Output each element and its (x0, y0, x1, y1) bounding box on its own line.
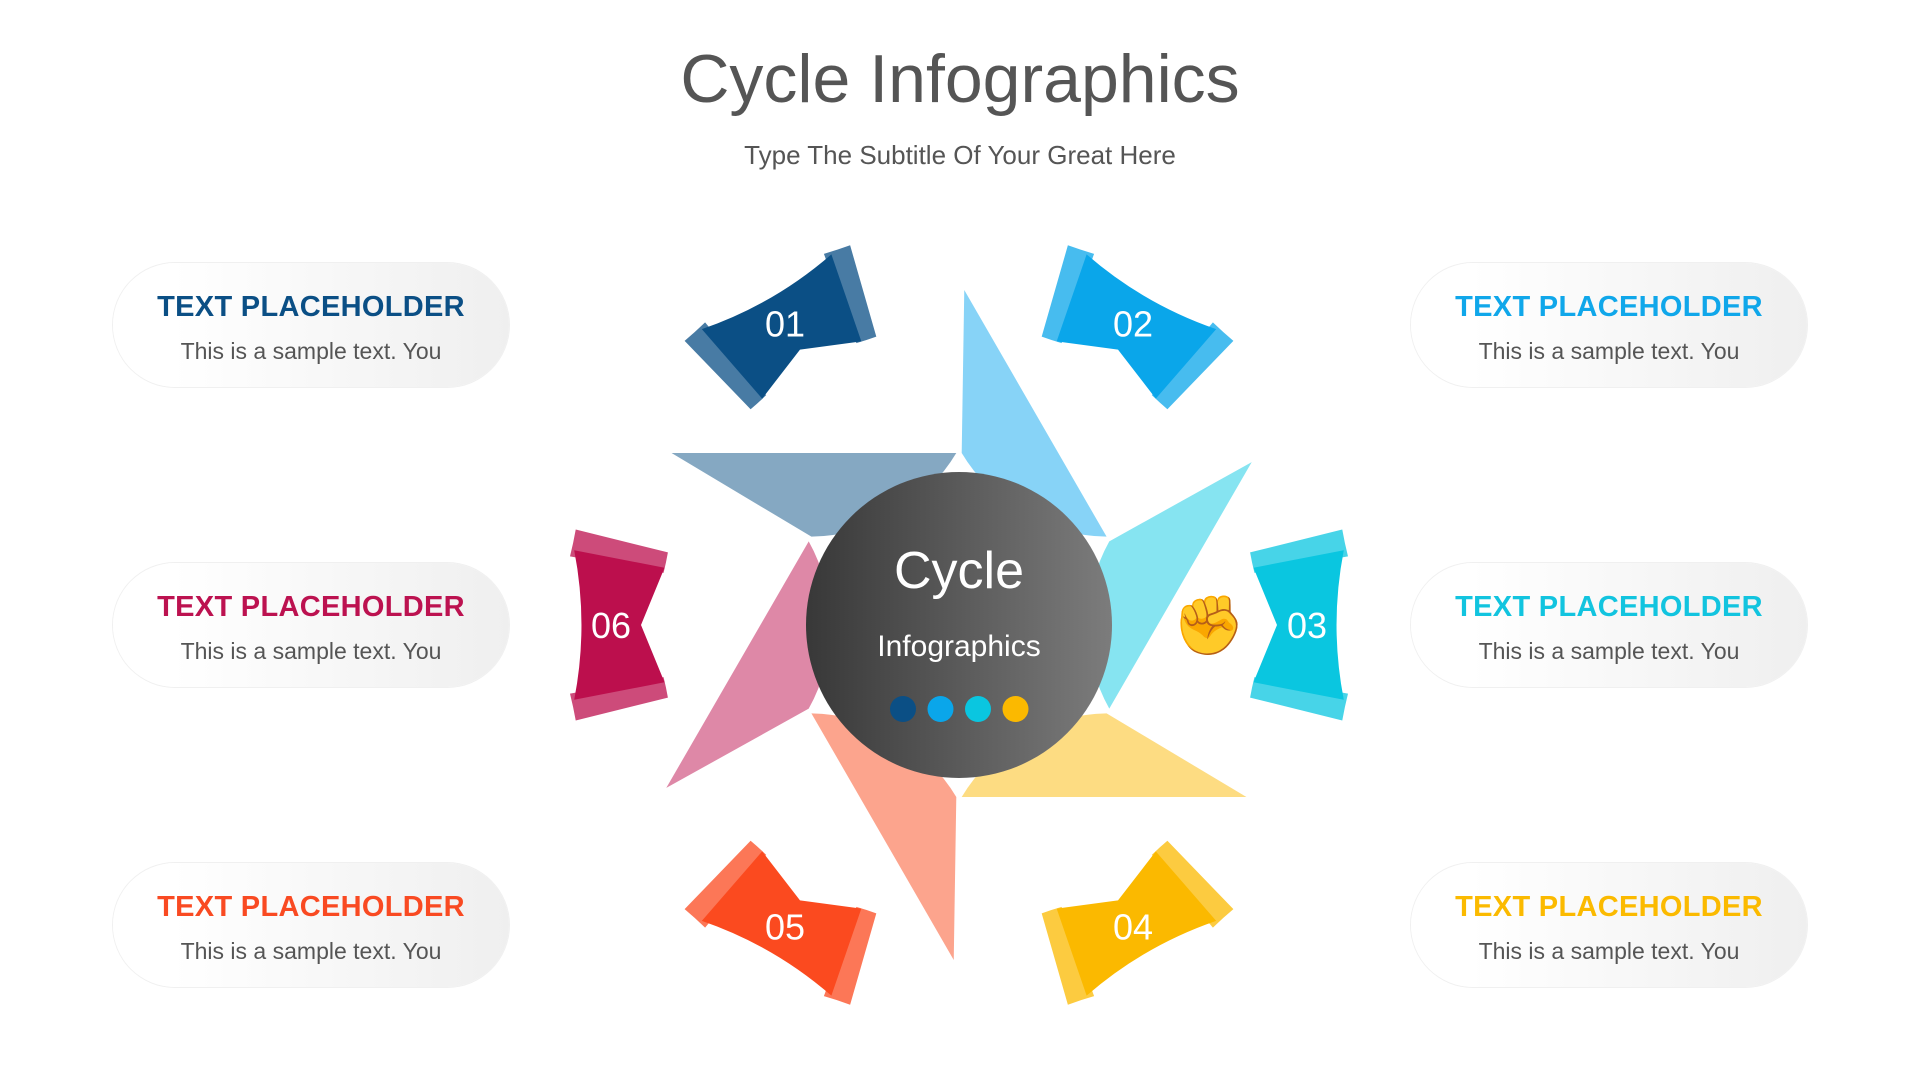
card-right-2: TEXT PLACEHOLDER This is a sample text. … (1411, 563, 1807, 687)
tab-fold (1151, 840, 1234, 928)
center-title: Cycle (894, 542, 1024, 600)
number-tab (574, 550, 665, 700)
step-number: 03 (1287, 605, 1327, 646)
card-title: TEXT PLACEHOLDER (157, 591, 465, 623)
card-text: This is a sample text. You (180, 338, 442, 364)
step-number: 02 (1113, 304, 1153, 345)
tab-fold (823, 906, 877, 1005)
tab-fold (1041, 906, 1095, 1005)
center-circle (806, 472, 1112, 778)
number-tab (701, 254, 862, 399)
card-right-3: TEXT PLACEHOLDER This is a sample text. … (1411, 863, 1807, 987)
shield-user-icon: ⛨ (1062, 374, 1106, 442)
card-text: This is a sample text. You (180, 638, 442, 664)
cycle-step-02: 02⛨ (961, 245, 1234, 537)
brain-bulb-icon: ✺ (810, 808, 859, 876)
tab-fold (570, 677, 668, 721)
tab-fold (684, 322, 767, 410)
step-number: 06 (591, 605, 631, 646)
card-title: TEXT PLACEHOLDER (157, 291, 465, 323)
segment (666, 541, 831, 788)
card-left-1: TEXT PLACEHOLDER This is a sample text. … (113, 263, 509, 387)
tab-fold (1041, 245, 1095, 344)
card-left-3: TEXT PLACEHOLDER This is a sample text. … (113, 863, 509, 987)
card-text: This is a sample text. You (1478, 938, 1740, 964)
number-tab (701, 851, 862, 996)
card-text: This is a sample text. You (180, 938, 442, 964)
number-tab (1056, 254, 1217, 399)
fist-idea-icon: ✊ (1173, 591, 1245, 660)
location-dollar-icon: $ (691, 591, 728, 659)
center-subtitle: Infographics (877, 630, 1040, 663)
card-title: TEXT PLACEHOLDER (1455, 291, 1763, 323)
page-title: Cycle Infographics (680, 41, 1240, 117)
center-dot (1002, 696, 1029, 722)
card-left-2: TEXT PLACEHOLDER This is a sample text. … (113, 563, 509, 687)
card-right-1: TEXT PLACEHOLDER This is a sample text. … (1411, 263, 1807, 387)
page-subtitle: Type The Subtitle Of Your Great Here (744, 140, 1176, 170)
tab-fold (684, 840, 767, 928)
segment (811, 713, 957, 960)
tab-fold (1250, 529, 1348, 573)
tab-fold (1250, 677, 1348, 721)
center-dot (927, 696, 954, 722)
card-text: This is a sample text. You (1478, 338, 1740, 364)
gear-user-icon: ⚙ (808, 374, 860, 442)
step-number: 04 (1113, 906, 1153, 947)
tab-fold (570, 529, 668, 573)
card-title: TEXT PLACEHOLDER (1455, 891, 1763, 923)
tab-fold (1151, 322, 1234, 410)
tab-fold (823, 245, 877, 344)
step-number: 05 (765, 906, 805, 947)
step-number: 01 (765, 304, 805, 345)
card-title: TEXT PLACEHOLDER (157, 891, 465, 923)
cycle-step-06: 06 $ (570, 529, 831, 788)
number-tab (1056, 851, 1217, 996)
cycle-step-05: 05✺ (684, 713, 957, 1005)
cycle-step-03: 03 ✊ (1087, 462, 1348, 721)
segment (1087, 462, 1252, 709)
center-dot (890, 696, 916, 722)
speaker-podium-icon: ♟ (1058, 808, 1110, 876)
center-dot (965, 696, 991, 722)
card-title: TEXT PLACEHOLDER (1455, 591, 1763, 623)
card-text: This is a sample text. You (1478, 638, 1740, 664)
segment (961, 290, 1107, 537)
number-tab (1253, 550, 1344, 700)
